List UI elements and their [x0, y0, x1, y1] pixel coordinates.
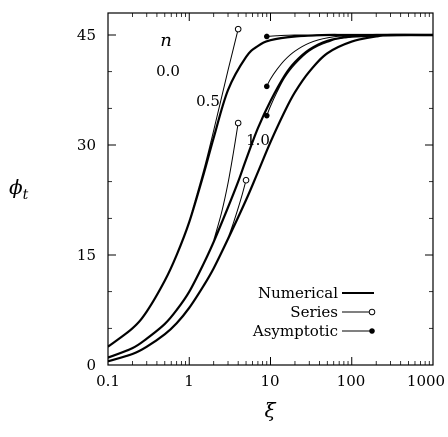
asymptotic-marker-n0.5	[263, 83, 270, 90]
legend-label-numerical: Numerical	[258, 284, 338, 302]
series-curve-n0.5	[213, 122, 239, 241]
plot-area	[107, 12, 434, 366]
asymptotic-marker-n0.0	[263, 33, 270, 40]
curve-label-n05: 0.5	[196, 92, 220, 110]
markers	[234, 25, 270, 184]
x-axis-label: ξ	[264, 398, 276, 422]
y-axis-label-main: ϕ	[9, 175, 23, 199]
numerical-curve-n0.5	[107, 33, 434, 359]
series-marker-n1.0	[242, 176, 250, 184]
legend-marker-asymptotic	[369, 328, 375, 334]
y-tick-labels: 0 15 30 45	[77, 26, 96, 374]
asymptotic-curve-n1.0	[266, 34, 434, 116]
numerical-curve-n1.0	[107, 33, 434, 363]
parameter-label: n	[160, 30, 172, 51]
y-axis-label: ϕt	[9, 175, 29, 203]
y-tick-label: 45	[77, 26, 96, 44]
x-tick-labels: 0.1 1 10 100 1000	[96, 372, 445, 390]
y-tick-label: 0	[86, 356, 96, 374]
curve-label-n0: 0.0	[156, 62, 180, 80]
legend-marker-series	[368, 308, 376, 316]
curve-label-n1: 1.0	[246, 131, 270, 149]
x-tick-label: 1	[184, 372, 194, 390]
x-tick-label: 10	[260, 372, 279, 390]
series-marker-n0.0	[234, 25, 242, 33]
x-tick-label: 100	[337, 372, 366, 390]
x-tick-label: 1000	[407, 372, 445, 390]
series-marker-n0.5	[234, 119, 242, 127]
curves	[107, 29, 434, 363]
asymptotic-curve-n0.5	[266, 34, 434, 87]
series-curve-n0.0	[188, 29, 239, 222]
y-axis-label-subscript: t	[23, 187, 29, 203]
asymptotic-marker-n1.0	[263, 112, 270, 119]
legend-label-asymptotic: Asymptotic	[252, 322, 338, 340]
y-tick-label: 30	[77, 136, 96, 154]
x-tick-label: 0.1	[96, 372, 120, 390]
legend-label-series: Series	[290, 303, 338, 321]
series-curve-n1.0	[227, 180, 247, 239]
legend: Numerical Series Asymptotic	[252, 284, 376, 340]
y-tick-label: 15	[77, 246, 96, 264]
